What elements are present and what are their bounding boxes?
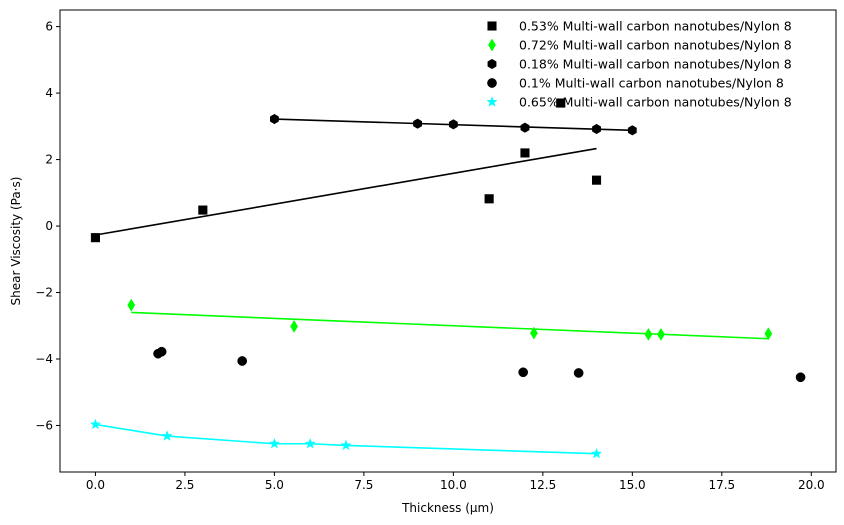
series-2-points xyxy=(270,113,637,136)
data-point xyxy=(90,233,100,243)
y-tick-label: −2 xyxy=(35,286,53,300)
data-point xyxy=(795,372,806,383)
data-point xyxy=(591,175,602,185)
series-0-points xyxy=(90,98,602,243)
data-point xyxy=(556,98,566,108)
x-tick-label: 0.0 xyxy=(86,478,105,492)
data-point xyxy=(520,148,530,158)
data-point xyxy=(448,119,458,130)
data-point xyxy=(573,368,584,378)
series-1-points xyxy=(127,298,773,341)
legend-label: 0.18% Multi-wall carbon nanotubes/Nylon … xyxy=(519,57,792,72)
legend-label: 0.65% Multi-wall carbon nanotubes/Nylon … xyxy=(519,95,792,110)
x-tick-label: 20.0 xyxy=(798,478,825,492)
data-point xyxy=(237,356,248,366)
x-tick-label: 10.0 xyxy=(440,478,467,492)
data-point xyxy=(764,327,773,341)
data-point xyxy=(161,430,173,441)
y-axis: −6 −4 −2 0 2 4 6 xyxy=(35,20,60,432)
data-point xyxy=(644,327,653,341)
data-point xyxy=(198,205,208,215)
fit-line-series-4 xyxy=(95,423,597,455)
data-point xyxy=(518,367,529,378)
legend: 0.53% Multi-wall carbon nanotubes/Nylon … xyxy=(486,19,792,110)
series-4-points xyxy=(89,418,603,459)
data-markers xyxy=(89,98,806,459)
legend-marker xyxy=(487,21,497,31)
legend-label: 0.1% Multi-wall carbon nanotubes/Nylon 8 xyxy=(519,76,784,91)
data-point xyxy=(127,298,136,312)
data-point xyxy=(340,439,352,451)
data-point xyxy=(89,418,102,430)
x-tick-label: 15.0 xyxy=(619,478,646,492)
series-3-points xyxy=(153,346,806,383)
data-point xyxy=(657,327,665,341)
y-axis-title: Shear Viscosity (Pa·s) xyxy=(9,177,23,306)
plot-frame xyxy=(59,9,837,473)
x-tick-label: 2.5 xyxy=(175,478,194,492)
y-tick-label: 0 xyxy=(45,219,53,233)
legend-label: 0.72% Multi-wall carbon nanotubes/Nylon … xyxy=(519,38,792,53)
y-tick-label: −4 xyxy=(35,352,53,366)
data-point xyxy=(520,122,530,133)
data-point xyxy=(627,125,637,136)
plot-area xyxy=(60,10,836,472)
legend-marker xyxy=(487,78,497,88)
legend-marker xyxy=(488,38,496,52)
x-axis-title: Thickness (µm) xyxy=(401,501,494,515)
x-axis: 0.0 2.5 5.0 7.5 10.0 12.5 15.0 17.5 20.0 xyxy=(86,472,825,492)
data-point xyxy=(590,447,603,459)
x-tick-label: 12.5 xyxy=(529,478,556,492)
fit-line-series-0 xyxy=(95,147,597,236)
data-point xyxy=(484,194,494,204)
x-tick-label: 5.0 xyxy=(265,478,284,492)
data-point xyxy=(304,437,316,449)
data-point xyxy=(290,319,298,333)
y-tick-label: 4 xyxy=(45,86,53,100)
x-tick-label: 17.5 xyxy=(708,478,735,492)
data-point xyxy=(268,437,281,449)
y-tick-label: 2 xyxy=(45,153,53,167)
data-point xyxy=(413,118,422,129)
data-point xyxy=(530,326,538,340)
data-point xyxy=(592,123,601,135)
y-tick-label: −6 xyxy=(35,418,53,432)
x-tick-label: 7.5 xyxy=(354,478,373,492)
data-point xyxy=(156,346,167,357)
legend-label: 0.53% Multi-wall carbon nanotubes/Nylon … xyxy=(519,19,792,34)
legend-marker xyxy=(487,58,497,70)
legend-marker xyxy=(486,96,498,107)
data-point xyxy=(270,113,279,125)
y-tick-label: 6 xyxy=(45,20,53,34)
